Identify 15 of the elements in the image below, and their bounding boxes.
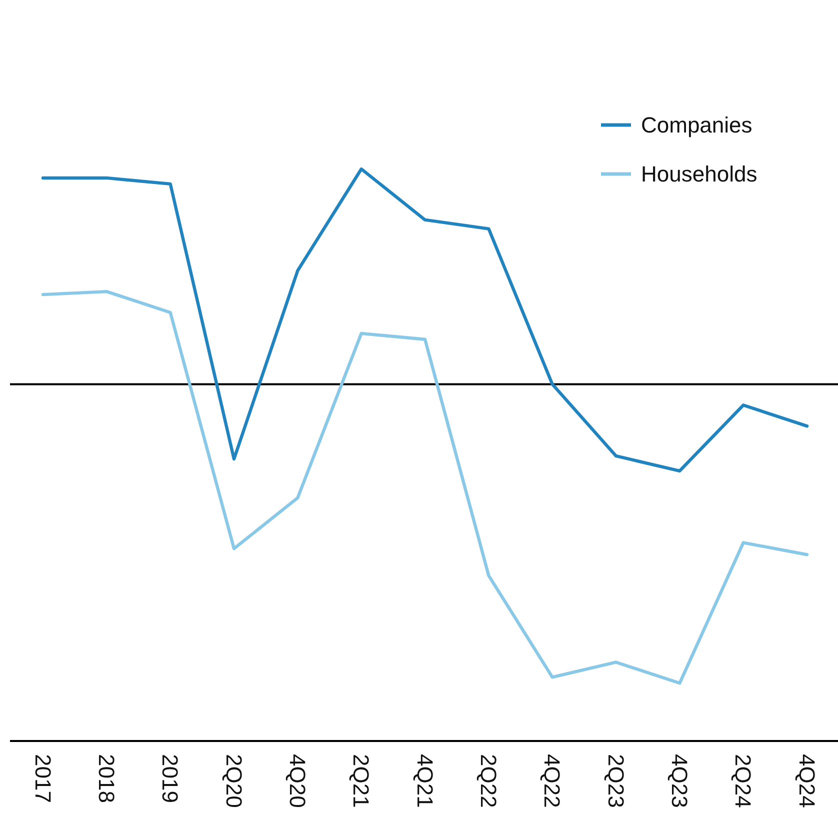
x-tick-label: 2Q21 [348,754,374,808]
x-tick-label: 4Q22 [540,754,565,808]
legend-label: Households [641,162,758,187]
x-tick-label: 4Q23 [666,754,692,808]
x-tick-label: 4Q20 [284,754,310,808]
x-tick-label: 2Q24 [730,754,756,808]
x-tick-label: 2Q20 [221,754,246,808]
x-tick-label: 4Q24 [794,754,820,808]
x-tick-label: 2017 [30,754,56,803]
x-tick-label: 2Q23 [603,754,628,808]
x-tick-label: 2019 [158,754,183,803]
x-tick-label: 4Q21 [412,754,438,808]
x-tick-label: 2018 [94,754,119,803]
x-tick-label: 2Q22 [476,754,501,808]
legend-label: Companies [641,112,752,138]
